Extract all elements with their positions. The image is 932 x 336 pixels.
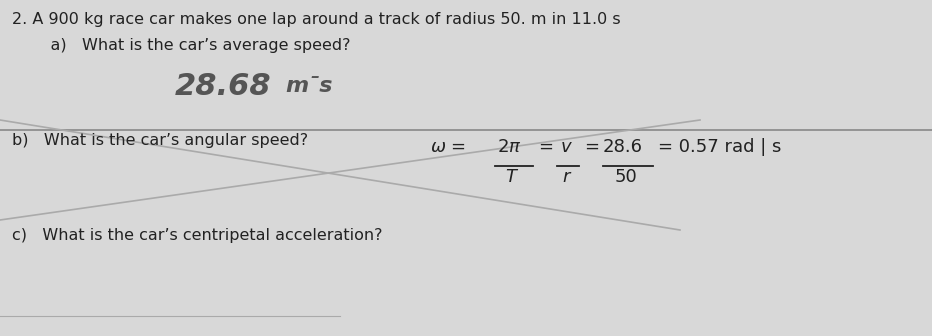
Text: $\omega$ =: $\omega$ = [430, 138, 466, 156]
Text: T: T [505, 168, 516, 186]
Text: r: r [562, 168, 569, 186]
Text: 28.6: 28.6 [603, 138, 643, 156]
Text: b)   What is the car’s angular speed?: b) What is the car’s angular speed? [12, 133, 308, 148]
Text: 28.68: 28.68 [175, 72, 271, 101]
Text: v: v [561, 138, 571, 156]
Text: =: = [584, 138, 599, 156]
Text: a)   What is the car’s average speed?: a) What is the car’s average speed? [30, 38, 350, 53]
Text: 50: 50 [615, 168, 637, 186]
Text: $2\pi$: $2\pi$ [497, 138, 522, 156]
Text: mˉs: mˉs [285, 76, 333, 96]
Text: 2. A 900 kg race car makes one lap around a track of radius 50. m in 11.0 s: 2. A 900 kg race car makes one lap aroun… [12, 12, 621, 27]
Text: = 0.57 rad | s: = 0.57 rad | s [658, 138, 781, 156]
Text: =: = [538, 138, 553, 156]
Text: c)   What is the car’s centripetal acceleration?: c) What is the car’s centripetal acceler… [12, 228, 382, 243]
